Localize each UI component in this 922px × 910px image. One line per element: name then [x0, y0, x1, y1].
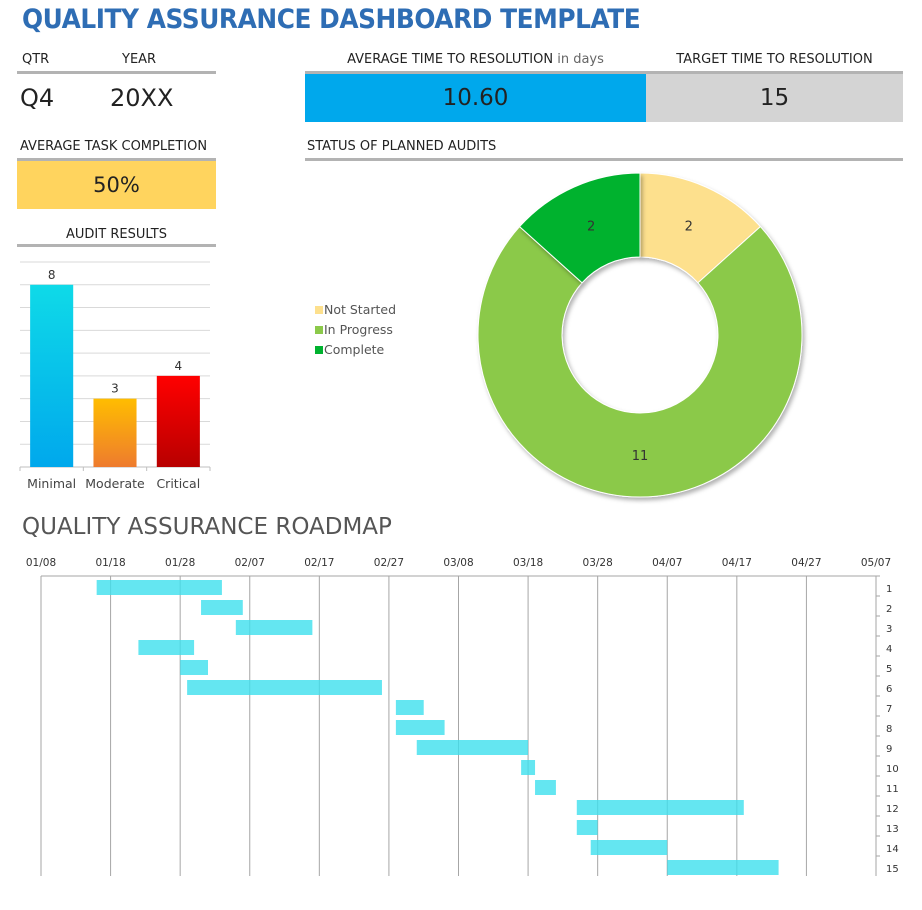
task-bar	[535, 780, 556, 795]
task-bar	[201, 600, 243, 615]
bar-moderate	[93, 398, 137, 467]
task-label: 4	[886, 644, 892, 655]
task-label: 7	[886, 704, 892, 715]
divider	[17, 158, 216, 161]
task-label: 6	[886, 684, 892, 695]
task-label: 11	[886, 784, 899, 795]
task-label: 2	[886, 604, 892, 615]
slice-complete	[518, 172, 641, 284]
task-bar	[395, 720, 445, 735]
divider	[17, 244, 216, 247]
page-title: QUALITY ASSURANCE DASHBOARD TEMPLATE	[22, 4, 641, 35]
task-bar	[180, 660, 208, 675]
task-bar	[395, 700, 424, 715]
avg-time-suffix: in days	[557, 52, 604, 67]
task-label: 10	[886, 764, 899, 775]
bar-minimal	[30, 284, 74, 467]
audit-results-chart: 8 Minimal 3 Moderate 4 Critical	[19, 261, 211, 491]
qtr-value: Q4	[20, 84, 55, 112]
data-label: 3	[111, 382, 119, 396]
planned-audits-chart: 2 Not Started 11 In Progress 2 Complete	[315, 172, 803, 498]
avg-task-label: AVERAGE TASK COMPLETION	[20, 139, 208, 154]
task-bar	[187, 680, 382, 695]
roadmap-chart: 01/08 01/18 01/28 02/07 02/17 02/27 03/08 03/18…	[26, 557, 899, 876]
x-tick-label: 01/18	[95, 557, 125, 569]
legend-swatch	[315, 306, 323, 314]
roadmap-title: QUALITY ASSURANCE ROADMAP	[22, 514, 392, 540]
x-tick-label: 03/28	[583, 557, 613, 569]
x-tick-label: 04/07	[652, 557, 682, 569]
task-bar	[521, 760, 536, 775]
bar-critical	[156, 375, 200, 467]
task-label: 15	[886, 864, 899, 875]
qtr-label: QTR	[22, 52, 50, 67]
audit-results-title: AUDIT RESULTS	[66, 227, 167, 242]
x-tick-label: 01/28	[165, 557, 195, 569]
task-label: 9	[886, 744, 892, 755]
data-label: 11	[632, 449, 649, 464]
legend-label: Complete	[324, 342, 385, 357]
category-label: Moderate	[85, 476, 145, 491]
divider	[17, 71, 216, 74]
task-label: 1	[886, 584, 892, 595]
divider	[305, 158, 903, 161]
legend-swatch	[315, 326, 323, 334]
legend-swatch	[315, 346, 323, 354]
x-tick-label: 05/07	[861, 557, 891, 569]
target-time-value: 15	[646, 74, 903, 122]
avg-time-label: AVERAGE TIME TO RESOLUTION in days	[305, 52, 646, 67]
year-label: YEAR	[122, 52, 157, 67]
x-tick-label: 02/17	[304, 557, 334, 569]
data-label: 4	[175, 359, 183, 373]
x-tick-label: 03/08	[443, 557, 473, 569]
task-label: 5	[886, 664, 892, 675]
year-value: 20XX	[110, 84, 174, 112]
category-label: Critical	[156, 476, 200, 491]
x-tick-label: 02/27	[374, 557, 404, 569]
legend-label: Not Started	[324, 302, 396, 317]
task-label: 12	[886, 804, 899, 815]
avg-task-value: 50%	[17, 161, 216, 209]
x-tick-label: 04/27	[791, 557, 821, 569]
data-label: 2	[587, 219, 595, 234]
data-label: 8	[48, 268, 56, 282]
task-bar	[590, 840, 668, 855]
task-bar	[576, 820, 598, 835]
task-bar	[96, 580, 222, 595]
task-label: 3	[886, 624, 892, 635]
avg-time-value: 10.60	[305, 74, 646, 122]
task-label: 8	[886, 724, 892, 735]
target-time-label: TARGET TIME TO RESOLUTION	[676, 52, 873, 67]
slice-in-progress	[477, 225, 803, 498]
x-tick-label: 02/07	[235, 557, 265, 569]
legend-label: In Progress	[324, 322, 393, 337]
task-bar	[667, 860, 779, 875]
x-tick-label: 04/17	[722, 557, 752, 569]
x-tick-label: 03/18	[513, 557, 543, 569]
task-bar	[576, 800, 744, 815]
task-bar	[235, 620, 313, 635]
avg-time-label-text: AVERAGE TIME TO RESOLUTION	[347, 52, 554, 67]
task-bar	[416, 740, 529, 755]
task-bar	[138, 640, 195, 655]
planned-audits-title: STATUS OF PLANNED AUDITS	[307, 139, 497, 154]
data-label: 2	[685, 219, 693, 234]
x-tick-label: 01/08	[26, 557, 56, 569]
task-label: 13	[886, 824, 899, 835]
task-label: 14	[886, 844, 899, 855]
category-label: Minimal	[27, 476, 76, 491]
divider	[305, 71, 903, 74]
